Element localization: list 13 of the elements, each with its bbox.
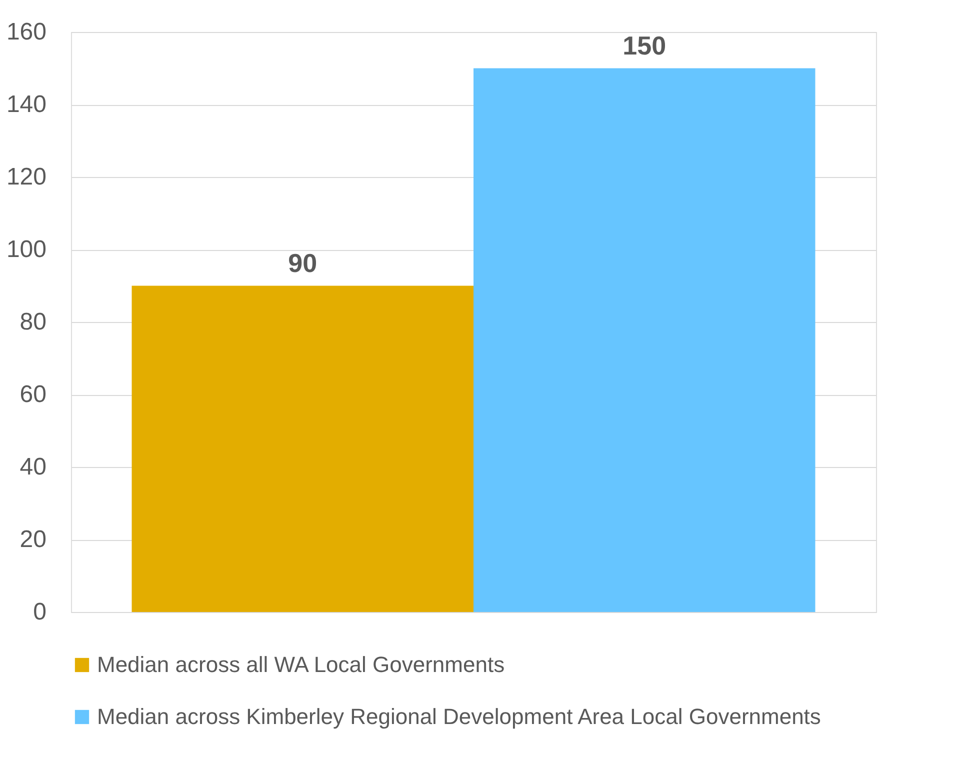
y-tick-label: 140 bbox=[6, 91, 46, 118]
y-tick-label: 60 bbox=[20, 381, 46, 408]
data-label: 150 bbox=[622, 30, 666, 60]
y-tick-label: 0 bbox=[33, 598, 46, 626]
legend-label: Median across Kimberley Regional Development Area Local Governments bbox=[97, 704, 821, 729]
legend-label: Median across all WA Local Governments bbox=[97, 652, 505, 677]
y-tick-label: 80 bbox=[20, 308, 46, 336]
data-label: 90 bbox=[288, 248, 318, 278]
y-tick-label: 100 bbox=[6, 236, 46, 263]
y-tick-label: 40 bbox=[20, 454, 46, 480]
y-tick-label: 160 bbox=[6, 18, 46, 46]
y-tick-label: 20 bbox=[20, 526, 46, 553]
y-tick-label: 120 bbox=[6, 164, 46, 190]
